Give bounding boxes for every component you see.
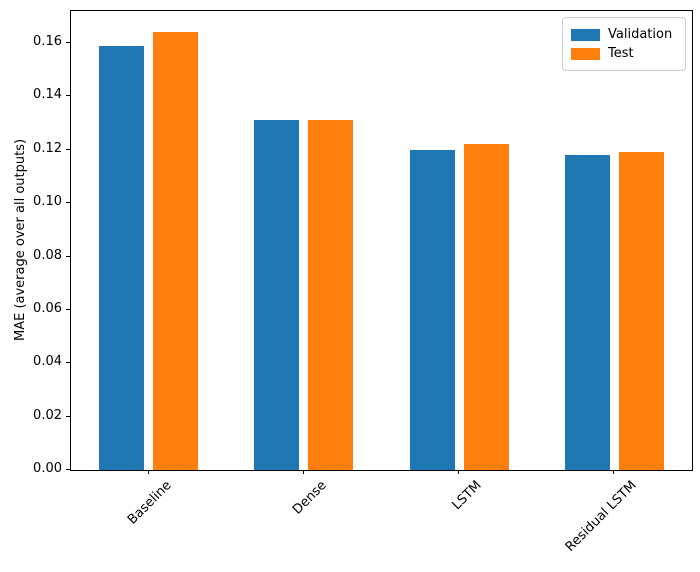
bar-test-lstm: [463, 144, 509, 470]
bar-validation-baseline: [99, 45, 145, 470]
legend: Validation Test: [562, 17, 686, 71]
x-tick-mark: [147, 470, 149, 474]
bar-validation-dense: [254, 120, 300, 470]
x-tick-label-residual-lstm: Residual LSTM: [563, 478, 640, 555]
legend-swatch-test: [571, 47, 600, 60]
bar-test-baseline: [153, 32, 199, 470]
plot-area: [70, 10, 693, 471]
y-tick-mark: [66, 362, 70, 364]
x-tick-mark: [458, 470, 460, 474]
y-tick-label: 0.16: [33, 34, 62, 50]
legend-item-test: Test: [571, 45, 677, 62]
bar-test-residual-lstm: [618, 152, 664, 470]
y-tick-label: 0.10: [33, 194, 62, 210]
legend-swatch-validation: [571, 28, 600, 41]
y-tick-mark: [66, 308, 70, 310]
legend-label-test: Test: [608, 46, 634, 61]
y-tick-mark: [66, 255, 70, 257]
y-tick-label: 0.14: [33, 87, 62, 103]
bar-validation-residual-lstm: [564, 155, 610, 470]
bar-test-dense: [308, 120, 354, 470]
y-tick-label: 0.12: [33, 140, 62, 156]
y-tick-mark: [66, 469, 70, 470]
x-tick-label-lstm: LSTM: [449, 478, 485, 514]
y-tick-mark: [66, 42, 70, 44]
y-tick-mark: [66, 202, 70, 204]
y-tick-label: 0.00: [33, 461, 62, 476]
x-tick-mark: [613, 470, 615, 474]
x-tick-label-dense: Dense: [289, 478, 330, 518]
legend-label-validation: Validation: [608, 27, 673, 42]
bar-validation-lstm: [409, 149, 455, 470]
x-tick-mark: [302, 470, 304, 474]
legend-item-validation: Validation: [571, 26, 677, 43]
x-tick-label-baseline: Baseline: [124, 478, 175, 528]
y-tick-label: 0.04: [33, 354, 62, 370]
y-tick-label: 0.06: [33, 300, 62, 316]
y-tick-label: 0.08: [33, 247, 62, 263]
y-tick-mark: [66, 415, 70, 417]
y-tick-label: 0.02: [33, 407, 62, 423]
y-tick-mark: [66, 148, 70, 150]
y-tick-mark: [66, 95, 70, 97]
